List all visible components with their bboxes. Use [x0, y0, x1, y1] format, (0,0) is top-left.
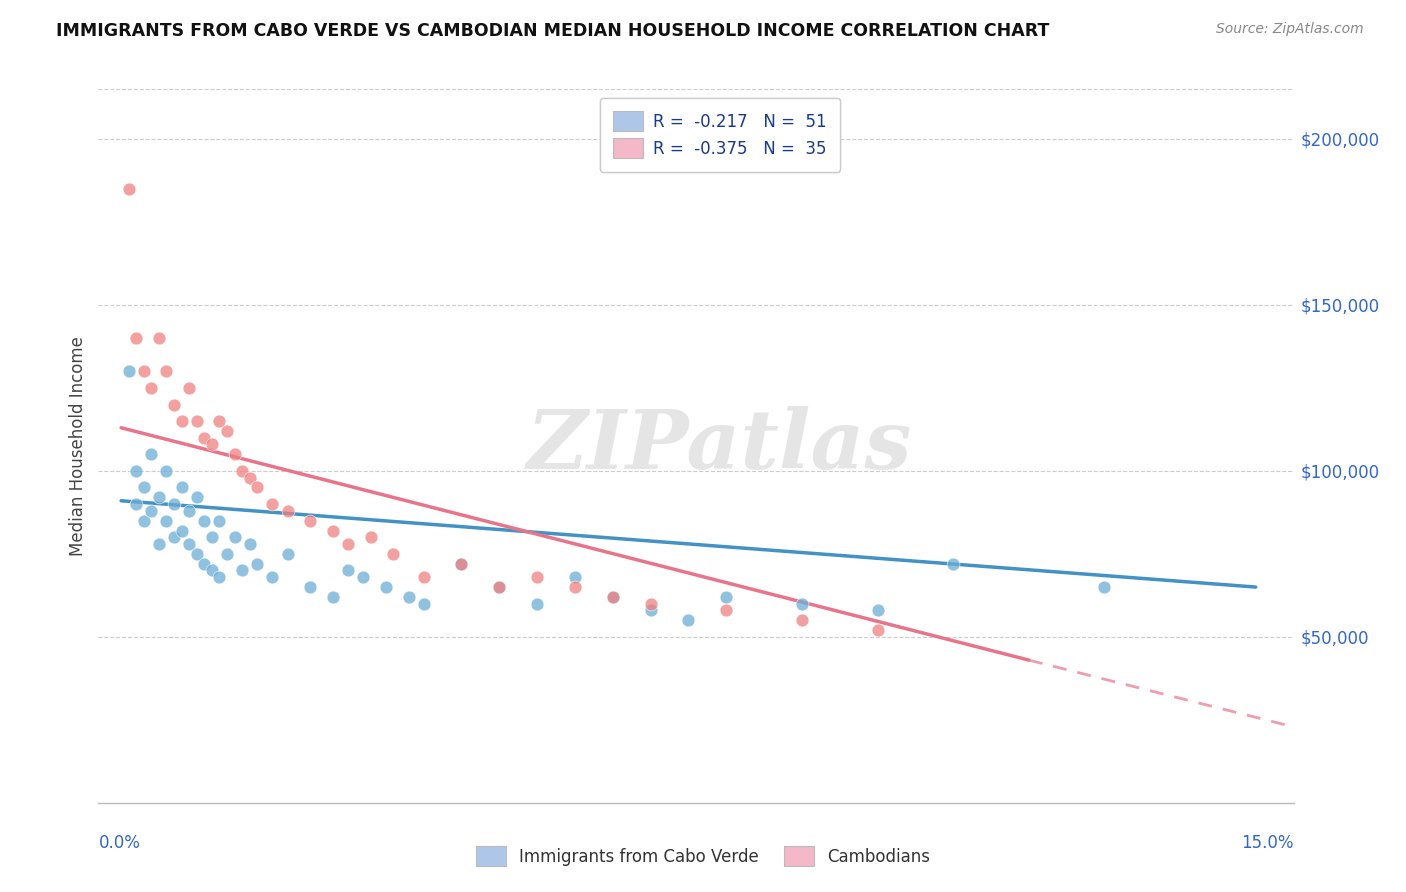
Point	[170, 414, 193, 428]
Point	[276, 547, 298, 561]
Point	[360, 530, 382, 544]
Point	[132, 364, 155, 378]
Text: 0.0%: 0.0%	[98, 834, 141, 852]
Point	[186, 547, 208, 561]
Point	[231, 564, 253, 578]
Point	[118, 182, 141, 196]
Point	[450, 557, 472, 571]
Point	[186, 491, 208, 505]
Point	[231, 464, 253, 478]
Point	[118, 364, 141, 378]
Point	[148, 331, 170, 345]
Point	[488, 580, 510, 594]
Point	[155, 514, 177, 528]
Point	[374, 580, 396, 594]
Point	[170, 481, 193, 495]
Point	[163, 530, 186, 544]
Point	[239, 470, 262, 484]
Point	[322, 590, 344, 604]
Point	[193, 557, 215, 571]
Point	[125, 464, 148, 478]
Point	[201, 530, 224, 544]
Legend: R =  -0.217   N =  51, R =  -0.375   N =  35: R = -0.217 N = 51, R = -0.375 N = 35	[600, 97, 839, 171]
Point	[866, 603, 889, 617]
Point	[450, 557, 472, 571]
Point	[716, 603, 738, 617]
Y-axis label: Median Household Income: Median Household Income	[69, 336, 87, 556]
Point	[239, 537, 262, 551]
Point	[412, 570, 434, 584]
Point	[224, 530, 246, 544]
Text: 15.0%: 15.0%	[1241, 834, 1294, 852]
Point	[398, 590, 420, 604]
Legend: Immigrants from Cabo Verde, Cambodians: Immigrants from Cabo Verde, Cambodians	[467, 838, 939, 875]
Point	[193, 431, 215, 445]
Point	[208, 514, 231, 528]
Point	[141, 504, 163, 518]
Point	[640, 597, 662, 611]
Point	[602, 590, 624, 604]
Text: Source: ZipAtlas.com: Source: ZipAtlas.com	[1216, 22, 1364, 37]
Point	[337, 564, 360, 578]
Point	[526, 597, 548, 611]
Point	[193, 514, 215, 528]
Point	[526, 570, 548, 584]
Point	[155, 464, 177, 478]
Point	[201, 437, 224, 451]
Point	[170, 524, 193, 538]
Point	[163, 397, 186, 411]
Point	[125, 497, 148, 511]
Point	[299, 514, 322, 528]
Point	[201, 564, 224, 578]
Point	[716, 590, 738, 604]
Point	[246, 481, 269, 495]
Point	[179, 537, 201, 551]
Point	[148, 537, 170, 551]
Point	[179, 504, 201, 518]
Point	[125, 331, 148, 345]
Point	[322, 524, 344, 538]
Point	[1094, 580, 1116, 594]
Point	[186, 414, 208, 428]
Point	[382, 547, 405, 561]
Point	[208, 414, 231, 428]
Point	[640, 603, 662, 617]
Point	[337, 537, 360, 551]
Point	[299, 580, 322, 594]
Point	[208, 570, 231, 584]
Point	[215, 424, 238, 438]
Point	[790, 613, 813, 627]
Point	[155, 364, 177, 378]
Point	[179, 381, 201, 395]
Point	[942, 557, 965, 571]
Point	[141, 381, 163, 395]
Point	[866, 624, 889, 638]
Point	[602, 590, 624, 604]
Point	[163, 497, 186, 511]
Point	[564, 570, 586, 584]
Point	[678, 613, 700, 627]
Point	[224, 447, 246, 461]
Point	[790, 597, 813, 611]
Point	[412, 597, 434, 611]
Point	[132, 514, 155, 528]
Point	[148, 491, 170, 505]
Text: ZIPatlas: ZIPatlas	[527, 406, 912, 486]
Point	[488, 580, 510, 594]
Point	[215, 547, 238, 561]
Point	[262, 570, 284, 584]
Point	[352, 570, 374, 584]
Point	[246, 557, 269, 571]
Text: IMMIGRANTS FROM CABO VERDE VS CAMBODIAN MEDIAN HOUSEHOLD INCOME CORRELATION CHAR: IMMIGRANTS FROM CABO VERDE VS CAMBODIAN …	[56, 22, 1050, 40]
Point	[564, 580, 586, 594]
Point	[132, 481, 155, 495]
Point	[276, 504, 298, 518]
Point	[141, 447, 163, 461]
Point	[262, 497, 284, 511]
